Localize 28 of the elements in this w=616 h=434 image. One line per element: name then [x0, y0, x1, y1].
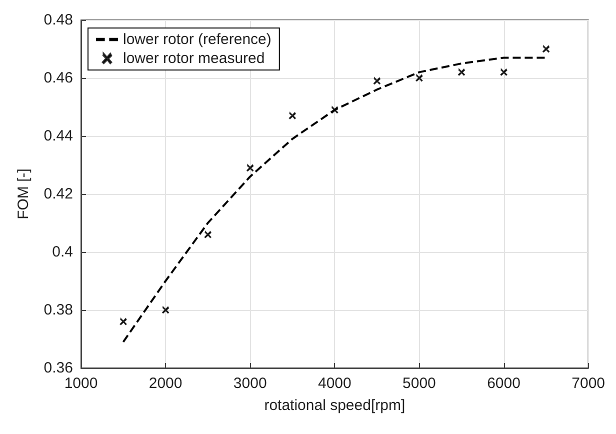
y-tick-label: 0.42 [44, 186, 73, 202]
x-axis-title: rotational speed[rpm] [264, 397, 406, 414]
x-tick-label: 4000 [318, 375, 352, 392]
legend-label: lower rotor (reference) [123, 31, 272, 48]
y-axis-title: FOM [-] [15, 168, 32, 220]
point [500, 68, 508, 76]
point [288, 112, 296, 120]
y-tick-label: 0.46 [44, 70, 73, 86]
y-tick-label: 0.36 [44, 360, 73, 376]
point [162, 306, 170, 314]
x-tick-label: 7000 [572, 375, 606, 392]
point [246, 164, 254, 172]
x-tick-label: 6000 [487, 375, 520, 392]
x-tick-label: 2000 [148, 375, 182, 392]
point [416, 74, 423, 82]
y-tick-label: 0.38 [44, 302, 73, 318]
y-tick-label: 0.48 [44, 12, 73, 28]
point [458, 68, 465, 76]
y-tick-label: 0.44 [44, 128, 73, 144]
x-tick-label: 1000 [64, 375, 98, 392]
point [373, 77, 380, 84]
x-tick-label: 3000 [233, 375, 267, 392]
point [120, 318, 127, 326]
y-tick-label: 0.4 [52, 244, 73, 260]
point [204, 231, 212, 238]
point [542, 46, 550, 52]
x-tick-label: 5000 [402, 375, 436, 392]
legend-label: lower rotor measured [123, 50, 265, 67]
